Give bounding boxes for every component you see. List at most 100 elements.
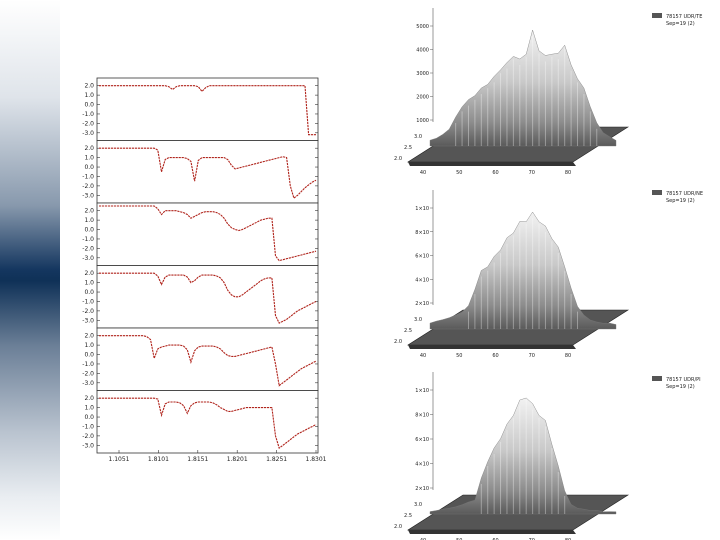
z-tick-label: 2×10 [415,486,429,492]
legend-text: 78157 UDR/NE [666,191,703,197]
legend-swatch [652,376,662,381]
line-panel-1: 2.0 1.0 0.0 -1.0 -2.0 -3.0 [82,77,319,141]
x-tick-label: 40 [420,538,426,540]
z-tick-label: 8×10 [415,413,429,419]
z-tick-label: 3000 [416,71,429,77]
y-tick-label: -2.0 [82,245,94,252]
x-tick-label: 60 [492,538,498,540]
floor-edge [408,345,576,349]
data-trace [99,335,317,387]
x-tick-label: 1.1051 [109,456,130,463]
y-tick-label: 1.0 [84,217,94,224]
line-panel-6: 2.0 1.0 0.0 -1.0 -2.0 -3.0 [82,390,319,454]
legend-text: Sep=19 (2) [666,198,695,204]
y-tick-label: 0.0 [84,352,94,359]
z-tick-label: 1000 [416,118,429,124]
legend-text: Sep=19 (2) [666,21,695,27]
y-tick-label: -2.0 [82,120,94,127]
y-tick-label: -1.0 [82,361,94,368]
line-panel-2: 2.0 1.0 0.0 -1.0 -2.0 -3.0 [82,140,319,204]
z-tick-label: 2000 [416,95,429,101]
y-tick-label: 0.0 [84,164,94,171]
y-tick-label: 2.5 [404,328,412,334]
surface-plot-2: 1×10 8×10 6×10 4×10 2×10 40 50 60 70 80 2.02.53.0 7… [394,190,703,359]
y-tick-label: -2.0 [82,370,94,377]
z-tick-label: 4×10 [415,462,429,468]
x-tick-label: 50 [456,353,462,359]
y-tick-label: -2.0 [82,433,94,440]
legend-swatch [652,13,662,18]
z-tick-label: 4000 [416,48,429,54]
side-gradient-strip [0,0,60,540]
line-panel-3: 2.0 1.0 0.0 -1.0 -2.0 -3.0 [82,202,319,266]
y-tick-label: -1.0 [82,236,94,243]
x-tick-label: 80 [565,353,571,359]
y-tick-label: -1.0 [82,111,94,118]
y-tick-label: -3.0 [82,255,94,262]
surface-plot-1: 5000 4000 3000 2000 1000 40 50 60 70 80 2.02.53.0 7… [394,8,702,176]
x-tick-label: 70 [529,170,535,176]
surface-peak [429,397,617,515]
legend-text: 78157 UDR/TE [666,14,702,20]
x-tick-label: 50 [456,538,462,540]
z-tick-label: 8×10 [415,230,429,236]
x-tick-label: 1.8151 [187,456,208,463]
x-tick-label: 80 [565,538,571,540]
y-tick-label: 3.0 [414,317,422,323]
data-trace [99,147,317,200]
line-panel-5: 2.0 1.0 0.0 -1.0 -2.0 -3.0 [82,327,319,391]
y-tick-label: 0.0 [84,289,94,296]
y-tick-label: 1.0 [84,405,94,412]
y-tick-label: 2.5 [404,145,412,151]
surface-plot-3: 1×10 8×10 6×10 4×10 2×10 40 50 60 70 80 2.02.53.0 7… [394,372,701,540]
panel-frame [96,327,319,391]
legend-text: 78157 UDR/PI [666,377,701,383]
y-tick-label: 0.0 [84,102,94,109]
z-tick-label: 1×10 [415,388,429,394]
data-trace [99,397,317,450]
floor-edge [408,162,576,166]
floor-edge [408,530,576,534]
z-tick-label: 6×10 [415,254,429,260]
x-tick-label: 40 [420,170,426,176]
y-tick-label: -3.0 [82,317,94,324]
y-tick-label: 3.0 [414,502,422,508]
y-tick-label: -3.0 [82,192,94,199]
x-tick-label: 60 [492,170,498,176]
x-tick-label: 1.8101 [148,456,169,463]
data-trace [99,205,317,262]
y-tick-label: -1.0 [82,423,94,430]
z-tick-label: 5000 [416,24,429,30]
x-tick-label: 70 [529,353,535,359]
y-tick-label: 0.0 [84,227,94,234]
y-tick-label: 1.0 [84,342,94,349]
panel-frame [96,77,319,141]
z-tick-label: 6×10 [415,437,429,443]
y-tick-label: 0.0 [84,414,94,421]
y-tick-label: -1.0 [82,173,94,180]
x-tick-label: 70 [529,538,535,540]
x-tick-label: 1.8201 [227,456,248,463]
data-trace [99,85,316,136]
panel-frame [96,202,319,266]
line-panel-4: 2.0 1.0 0.0 -1.0 -2.0 -3.0 [82,265,319,329]
y-tick-label: 1.0 [84,280,94,287]
y-tick-label: -2.0 [82,308,94,315]
z-tick-label: 4×10 [415,277,429,283]
x-tick-label: 80 [565,170,571,176]
y-tick-label: -1.0 [82,298,94,305]
y-tick-label: -3.0 [82,130,94,137]
y-tick-label: -2.0 [82,183,94,190]
y-tick-label: 2.0 [394,339,402,345]
surface-peak [429,29,617,147]
y-tick-label: 2.0 [84,270,94,277]
y-tick-label: 2.0 [84,395,94,402]
y-tick-label: -3.0 [82,442,94,449]
legend-text: Sep=19 (2) [666,384,695,390]
x-tick-label: 60 [492,353,498,359]
y-tick-label: 2.5 [404,513,412,519]
